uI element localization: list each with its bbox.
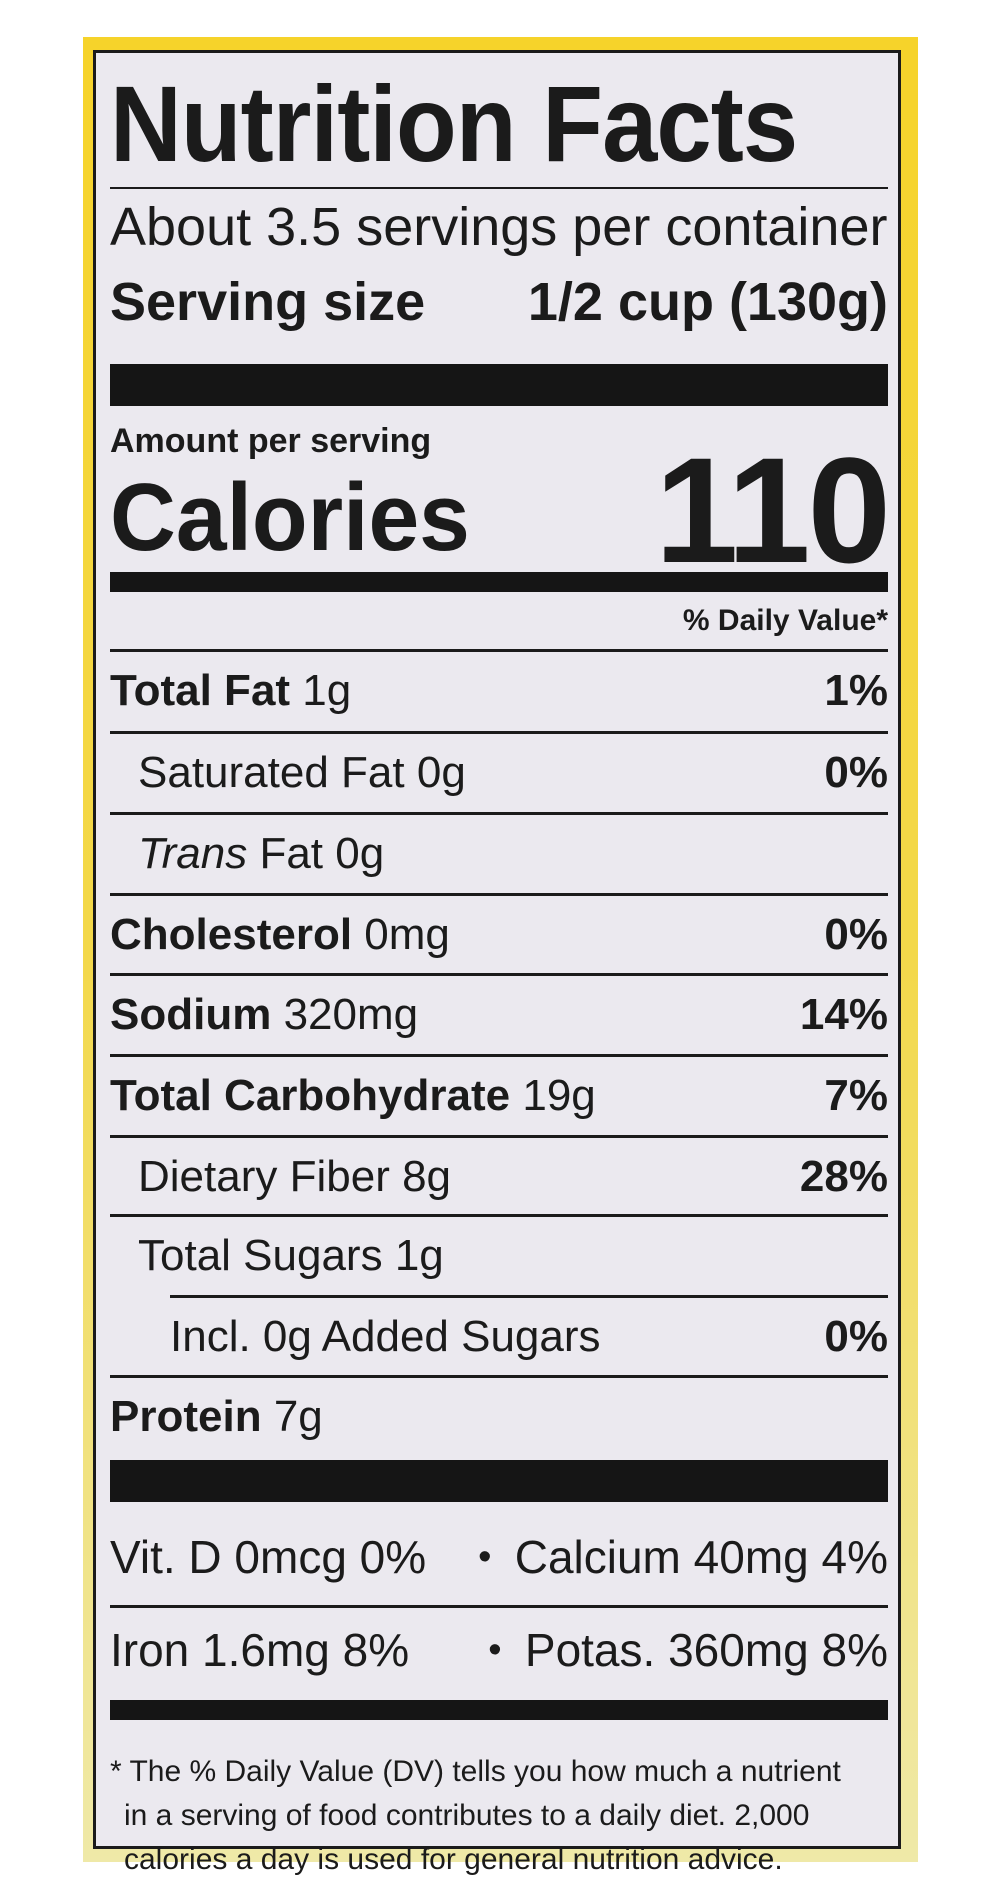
divider	[110, 973, 888, 976]
calories-label: Calories	[110, 464, 470, 571]
nutrient-amount: 0g	[335, 829, 385, 878]
medium-divider	[110, 572, 888, 592]
serving-size-value: 1/2 cup (130g)	[527, 272, 888, 332]
nutrient-dv: 0%	[824, 1312, 888, 1361]
servings-per-container: About 3.5 servings per container	[110, 197, 888, 257]
vitamin-row: Iron 1.6mg 8% • Potas. 360mg 8%	[110, 1610, 888, 1690]
footnote: * The % Daily Value (DV) tells you how m…	[110, 1750, 888, 1882]
medium-divider	[110, 1700, 888, 1720]
vitamin-right: Calcium 40mg 4%	[514, 1531, 888, 1583]
vitamin-left: Vit. D 0mcg 0%	[110, 1531, 427, 1583]
amount-per-serving: Amount per serving	[110, 422, 432, 460]
serving-size-label: Serving size	[110, 272, 426, 332]
nutrient-row-trans-fat: Trans Fat 0g	[110, 814, 888, 894]
nutrient-name: Trans	[138, 829, 248, 878]
nutrient-amount: 8g	[402, 1152, 452, 1201]
nutrient-name: Incl. 0g Added Sugars	[170, 1312, 601, 1361]
divider	[110, 1214, 888, 1217]
label-title: Nutrition Facts	[110, 63, 798, 184]
nutrient-name: Total Carbohydrate	[110, 1071, 511, 1120]
vitamin-right: Potas. 360mg 8%	[524, 1624, 888, 1676]
divider	[110, 731, 888, 734]
nutrient-name: Sodium	[110, 990, 272, 1039]
vitamin-left: Iron 1.6mg 8%	[110, 1624, 410, 1676]
divider	[110, 1135, 888, 1138]
footnote-line: in a serving of food contributes to a da…	[124, 1799, 810, 1832]
thick-divider	[110, 1460, 888, 1502]
nutrient-row-dietary-fiber: Dietary Fiber 8g 28%	[110, 1137, 888, 1217]
nutrient-dv: 0%	[824, 910, 888, 959]
vitamin-row: Vit. D 0mcg 0% • Calcium 40mg 4%	[110, 1517, 888, 1597]
footnote-line: * The % Daily Value (DV) tells you how m…	[110, 1755, 841, 1788]
divider	[110, 1054, 888, 1057]
serving-size-row: Serving size 1/2 cup (130g)	[110, 275, 888, 329]
divider	[110, 1605, 888, 1608]
nutrient-name-suffix: Fat	[259, 829, 324, 878]
calories-value: 110	[655, 426, 891, 594]
nutrient-name: Total Fat	[110, 666, 291, 715]
nutrient-amount: 1g	[302, 666, 352, 715]
nutrient-amount: 0g	[416, 748, 466, 797]
nutrient-name: Total Sugars	[138, 1231, 383, 1280]
bullet-icon: •	[488, 1628, 502, 1671]
nutrient-dv: 28%	[799, 1152, 888, 1201]
daily-value-header: % Daily Value*	[682, 604, 888, 637]
nutrient-amount: 1g	[394, 1231, 444, 1280]
nutrient-name: Cholesterol	[110, 910, 353, 959]
divider	[170, 1295, 888, 1298]
nutrient-amount: 0mg	[364, 910, 450, 959]
nutrient-dv: 14%	[799, 990, 888, 1039]
nutrient-name: Protein	[110, 1392, 262, 1441]
nutrient-row-sodium: Sodium 320mg 14%	[110, 975, 888, 1055]
nutrient-name: Saturated Fat	[138, 748, 405, 797]
divider	[110, 893, 888, 896]
nutrient-amount: 320mg	[283, 990, 419, 1039]
nutrient-row-total-carbohydrate: Total Carbohydrate 19g 7%	[110, 1056, 888, 1136]
bullet-icon: •	[478, 1535, 492, 1578]
thick-divider	[110, 364, 888, 406]
nutrient-row-protein: Protein 7g	[110, 1377, 888, 1457]
nutrient-row-cholesterol: Cholesterol 0mg 0%	[110, 895, 888, 975]
nutrient-row-total-fat: Total Fat 1g 1%	[110, 651, 888, 731]
nutrient-dv: 0%	[824, 748, 888, 797]
nutrient-dv: 1%	[824, 666, 888, 715]
nutrient-amount: 7g	[273, 1392, 323, 1441]
nutrient-name: Dietary Fiber	[138, 1152, 390, 1201]
divider	[110, 649, 888, 652]
nutrient-row-added-sugars: Incl. 0g Added Sugars 0%	[110, 1297, 888, 1377]
divider	[110, 187, 888, 189]
divider	[110, 812, 888, 815]
divider	[110, 1375, 888, 1378]
nutrient-dv: 7%	[824, 1071, 888, 1120]
footnote-line: calories a day is used for general nutri…	[124, 1843, 783, 1876]
nutrition-label-panel	[93, 50, 901, 1849]
nutrient-row-saturated-fat: Saturated Fat 0g 0%	[110, 733, 888, 813]
nutrient-row-total-sugars: Total Sugars 1g	[110, 1216, 888, 1296]
nutrient-amount: 19g	[522, 1071, 596, 1120]
